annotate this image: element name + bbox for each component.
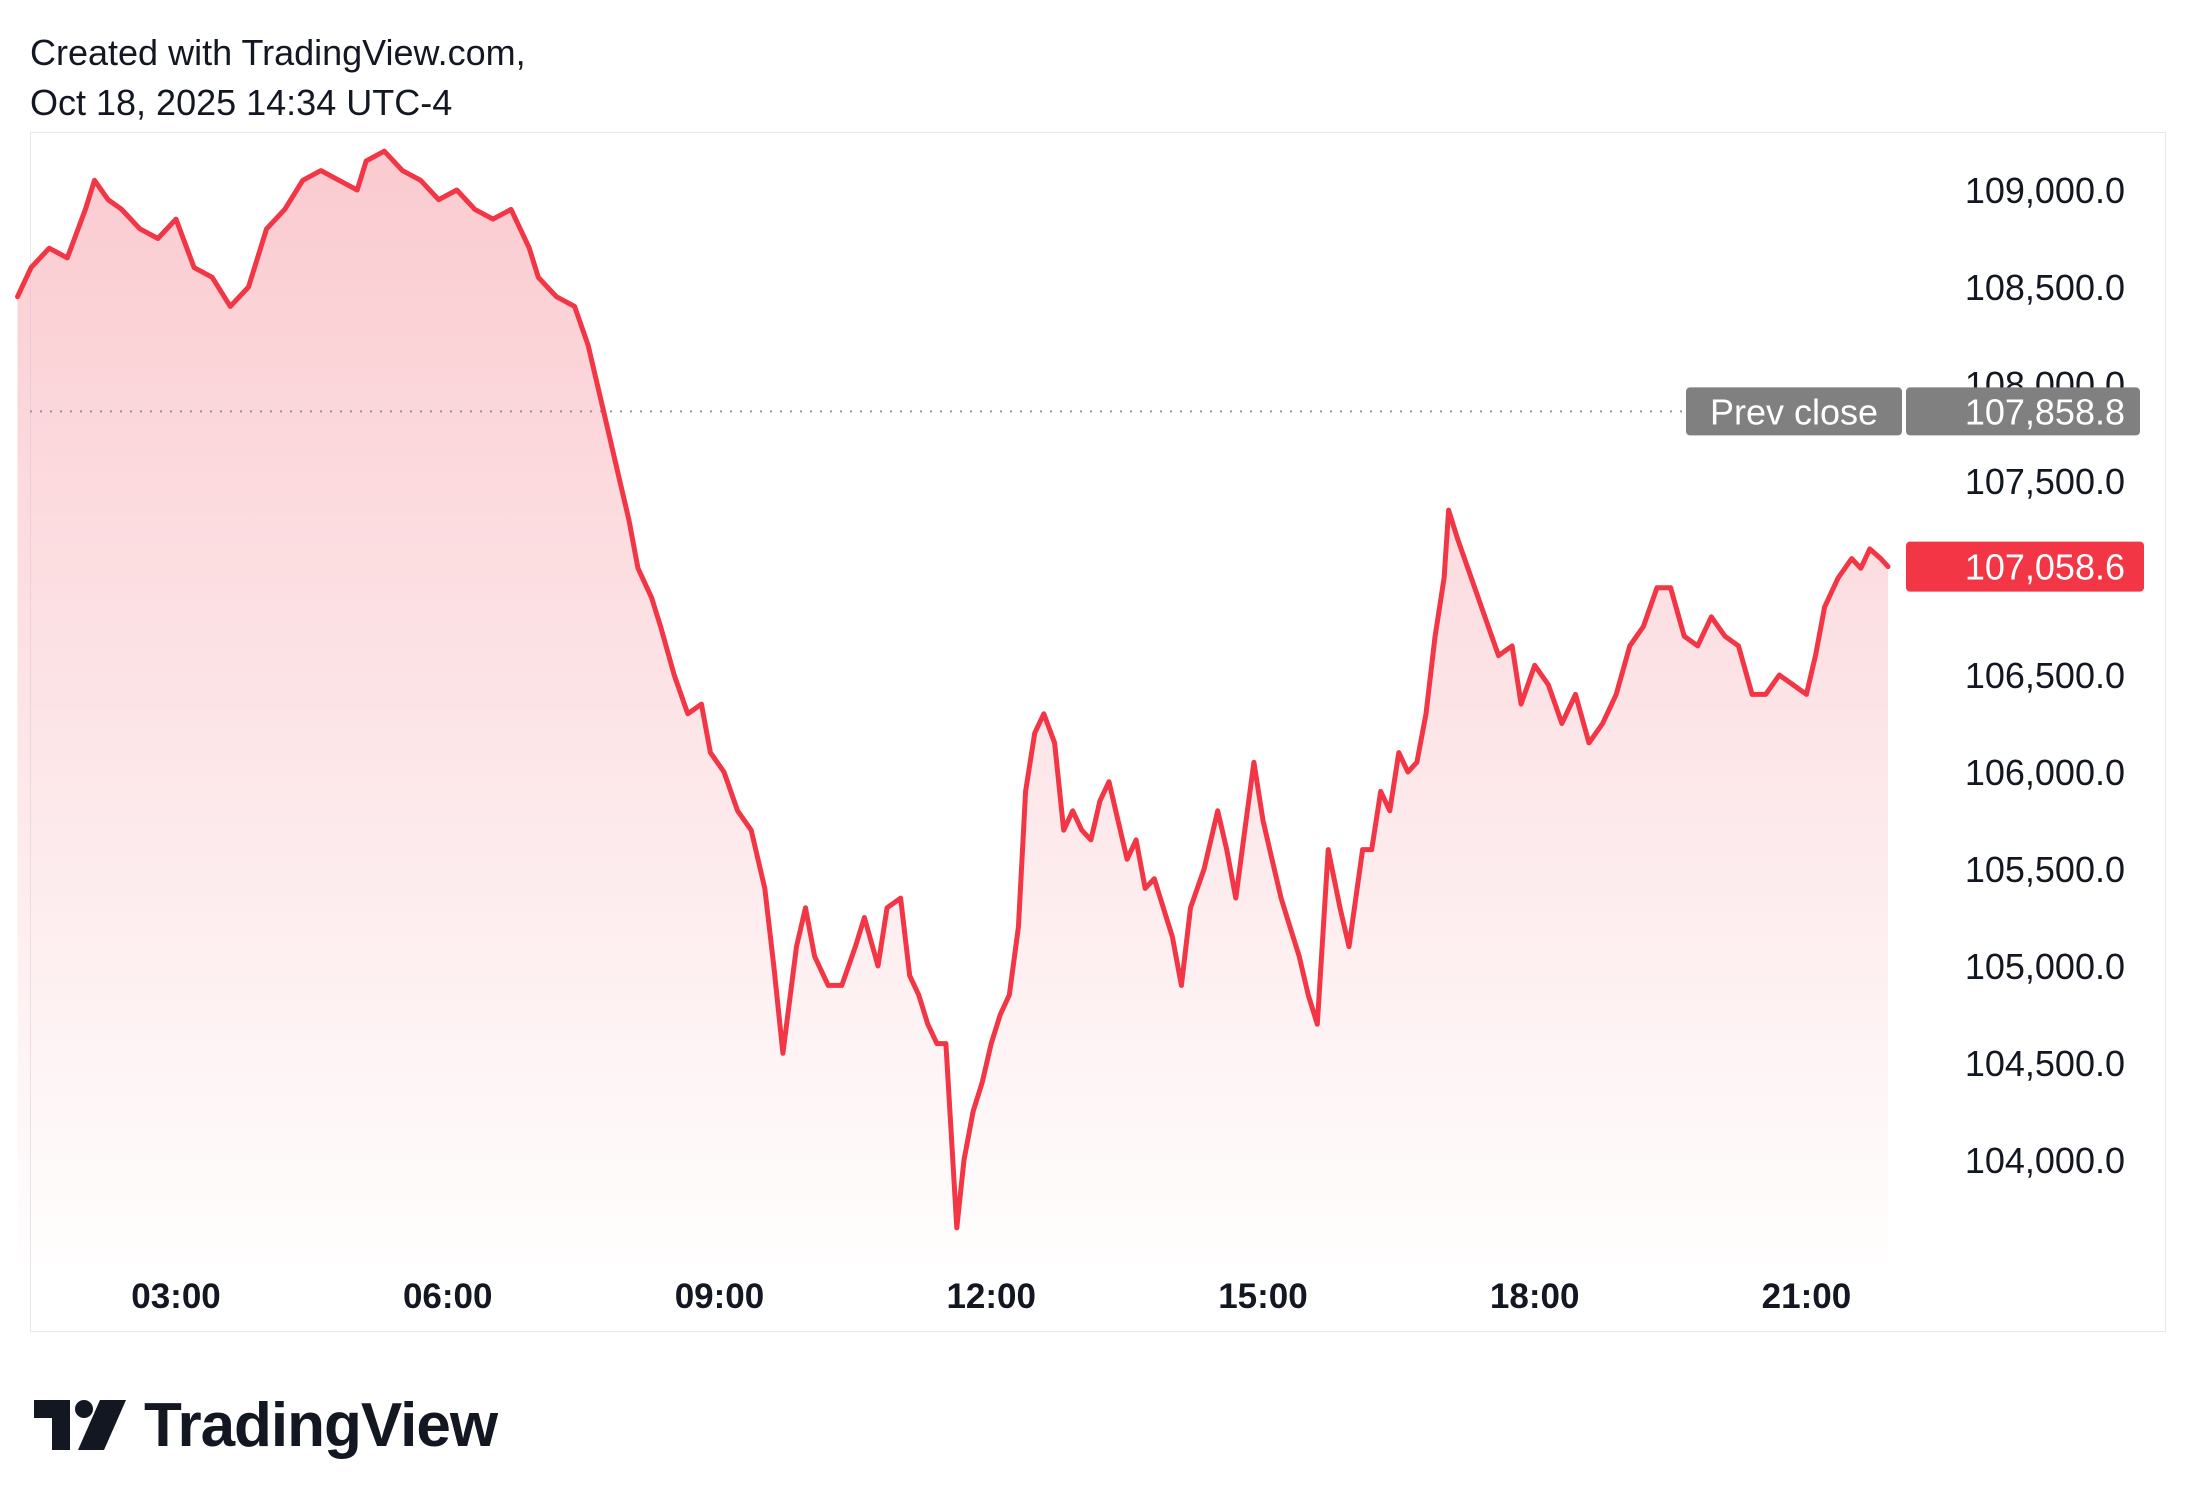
x-tick-label: 12:00 (946, 1277, 1036, 1316)
tradingview-logo-icon (34, 1400, 126, 1450)
header-created-with: Created with TradingView.com, (30, 32, 526, 73)
x-tick-label: 06:00 (403, 1277, 493, 1316)
y-axis: 109,000.0108,500.0108,000.0107,500.0106,… (1965, 170, 2125, 1181)
y-tick-label: 104,500.0 (1965, 1043, 2125, 1084)
prev-close-name: Prev close (1710, 391, 1878, 432)
last-price-label: 107,058.6 (1906, 541, 2144, 592)
price-line (15, 148, 1891, 1231)
y-tick-label: 106,000.0 (1965, 752, 2125, 793)
last-price-value: 107,058.6 (1965, 547, 2125, 588)
last-price-badge (1906, 541, 2144, 592)
prev-close-name-badge (1686, 387, 1902, 436)
price-area-fill (17, 151, 1888, 1261)
y-tick-label: 107,500.0 (1965, 461, 2125, 502)
x-tick-label: 09:00 (675, 1277, 765, 1316)
x-tick-label: 18:00 (1490, 1277, 1580, 1316)
y-tick-label: 105,000.0 (1965, 946, 2125, 987)
y-tick-label: 109,000.0 (1965, 170, 2125, 211)
y-tick-label: 105,500.0 (1965, 849, 2125, 890)
y-tick-label: 104,000.0 (1965, 1140, 2125, 1181)
x-tick-label: 21:00 (1762, 1277, 1852, 1316)
y-tick-label: 108,500.0 (1965, 267, 2125, 308)
chart-header: Created with TradingView.com, Oct 18, 20… (30, 28, 526, 128)
prev-close-value-badge (1906, 387, 2140, 436)
x-tick-label: 03:00 (131, 1277, 221, 1316)
x-tick-label: 15:00 (1218, 1277, 1308, 1316)
tradingview-wordmark: TradingView (144, 1390, 498, 1460)
header-timestamp: Oct 18, 2025 14:34 UTC-4 (30, 82, 453, 123)
x-axis: 03:00 06:00 09:00 12:00 15:00 18:00 21:00 (131, 1277, 1851, 1316)
tradingview-logo[interactable]: TradingView (34, 1390, 498, 1460)
prev-close-value: 107,858.8 (1965, 391, 2125, 432)
prev-close-label: Prev close 107,858.8 (1686, 387, 2140, 436)
y-tick-label: 106,500.0 (1965, 655, 2125, 696)
